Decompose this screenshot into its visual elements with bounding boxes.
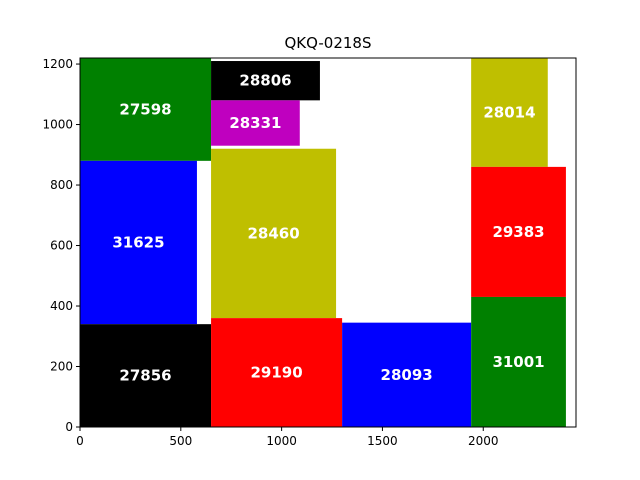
y-tick-label: 200 — [50, 360, 73, 374]
treemap-rect — [80, 160, 197, 325]
rect-label: 28460 — [247, 224, 299, 242]
y-tick-label: 1000 — [42, 118, 73, 132]
rect-label: 29190 — [250, 364, 302, 382]
y-tick-label: 600 — [50, 239, 73, 253]
treemap-rect — [211, 61, 320, 101]
x-tick-label: 2000 — [468, 434, 499, 448]
rect-label: 31625 — [112, 234, 164, 252]
treemap-rect — [342, 322, 472, 427]
rect-label: 27598 — [119, 100, 171, 118]
treemap-rect — [211, 100, 300, 146]
rect-label: 28806 — [239, 72, 291, 90]
x-axis: 0 500 1000 1500 2000 — [76, 427, 499, 448]
rect-label: 28093 — [381, 366, 433, 384]
rect-label: 31001 — [492, 353, 544, 371]
treemap-rect — [80, 324, 212, 427]
rect-label: 28331 — [229, 114, 281, 132]
treemap-rect — [471, 58, 548, 167]
x-tick-label: 1000 — [266, 434, 297, 448]
rect-label: 29383 — [492, 223, 544, 241]
plot-frame — [79, 57, 577, 428]
y-tick-label: 1200 — [42, 57, 73, 71]
y-tick-label: 800 — [50, 178, 73, 192]
treemap-rect — [211, 148, 337, 319]
x-tick-label: 500 — [169, 434, 192, 448]
rect-label: 27856 — [119, 367, 171, 385]
treemap-rect — [80, 58, 212, 161]
x-tick-label: 1500 — [367, 434, 398, 448]
y-tick-label: 0 — [65, 420, 73, 434]
x-tick-label: 0 — [76, 434, 84, 448]
y-tick-label: 400 — [50, 299, 73, 313]
rect-label: 28014 — [483, 103, 535, 121]
rects-layer: 27598 31625 27856 28806 28331 28460 29190 28093… — [80, 58, 566, 427]
treemap-rect — [471, 166, 566, 297]
treemap-rect — [471, 296, 566, 427]
y-axis: 0 200 400 600 800 1000 1200 — [42, 57, 80, 434]
treemap-rect — [211, 318, 343, 427]
chart-title: QKQ-0218S — [285, 34, 372, 52]
